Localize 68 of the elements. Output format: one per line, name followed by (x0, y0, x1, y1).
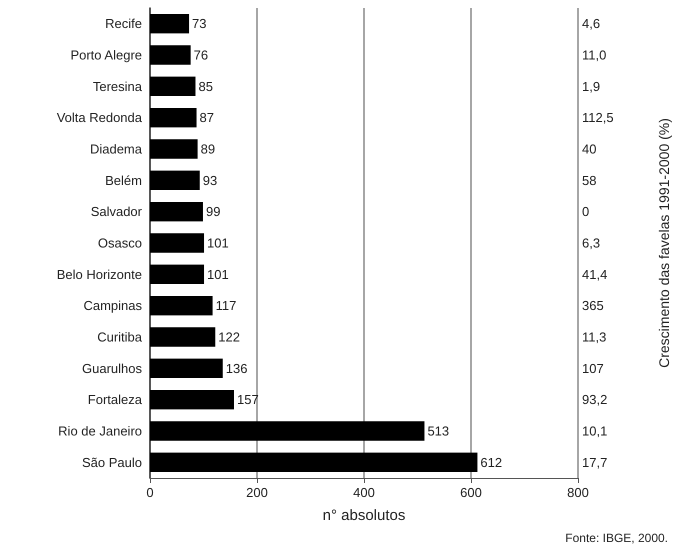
text: 6,3 (582, 236, 600, 250)
text: 40 (582, 142, 596, 156)
bar (150, 14, 190, 34)
bar (150, 76, 196, 96)
y-tick-label: Teresina (92, 78, 143, 94)
x-tick-label: 800 (567, 485, 589, 500)
text: 41,4 (582, 266, 608, 282)
bar (150, 358, 223, 378)
text: 10,1 (582, 424, 608, 438)
source-note: Fonte: IBGE, 2000. (565, 531, 668, 545)
x-axis-title: n° absolutos (322, 507, 406, 524)
text: 0 (582, 204, 590, 220)
data-label: 513 (427, 424, 450, 438)
y-tick-label: Diadema (90, 142, 143, 156)
y-tick-label: Volta Redonda (56, 110, 143, 126)
y2-axis-title: Crescimento das favelas 1991-2000 (%) (656, 118, 672, 368)
data-label: 101 (207, 266, 229, 282)
y-tick-label: Porto Alegre (70, 48, 142, 62)
text: 93,2 (582, 392, 608, 408)
data-label: 99 (206, 204, 220, 220)
data-label: 117 (216, 298, 236, 314)
bar (150, 390, 234, 410)
data-label: 87 (200, 110, 214, 126)
bar (150, 108, 197, 128)
bar (150, 421, 424, 441)
x-tick-label: 200 (246, 485, 268, 500)
text: 4,6 (582, 16, 600, 32)
y-tick-label: Rio de Janeiro (58, 424, 142, 438)
y-tick-label: Osasco (98, 236, 142, 250)
text: 11,0 (582, 48, 606, 62)
text: 17,7 (582, 454, 608, 470)
y-tick-label: Guarulhos (82, 360, 142, 376)
text: 1,9 (582, 78, 600, 94)
data-label: 89 (200, 142, 216, 156)
x-tick-label: 0 (146, 485, 154, 500)
data-label: 76 (194, 48, 208, 62)
bar (150, 202, 203, 222)
data-label: 612 (480, 454, 502, 470)
text: 11,3 (582, 330, 606, 344)
data-label: 101 (207, 236, 229, 250)
bar (150, 233, 204, 253)
bar (150, 139, 198, 159)
bar (150, 264, 204, 284)
y-tick-label: Salvador (90, 204, 143, 220)
text: 365 (582, 298, 604, 314)
bar (150, 296, 213, 316)
y-tick-label: Curitiba (97, 330, 143, 344)
data-label: 122 (218, 330, 240, 344)
bar (150, 45, 191, 65)
data-label: 73 (192, 16, 207, 32)
data-label: 136 (226, 360, 248, 376)
data-label: 93 (202, 172, 218, 188)
y-tick-label: São Paulo (82, 454, 142, 470)
x-tick-label: 400 (353, 485, 375, 500)
text: 107 (582, 360, 604, 376)
text: 112,5 (582, 110, 614, 126)
x-tick-label: 600 (460, 485, 482, 500)
data-label: 85 (198, 78, 213, 94)
bar (150, 170, 200, 190)
data-label: 157 (236, 392, 259, 408)
bar (150, 452, 478, 472)
text: 58 (582, 172, 596, 188)
y-tick-label: Belém (105, 172, 142, 188)
y-tick-label: Campinas (83, 298, 142, 314)
y-tick-label: Belo Horizonte (56, 266, 142, 282)
y-tick-label: Fortaleza (88, 392, 143, 408)
bar (150, 327, 216, 347)
y-tick-label: Recife (105, 16, 142, 32)
